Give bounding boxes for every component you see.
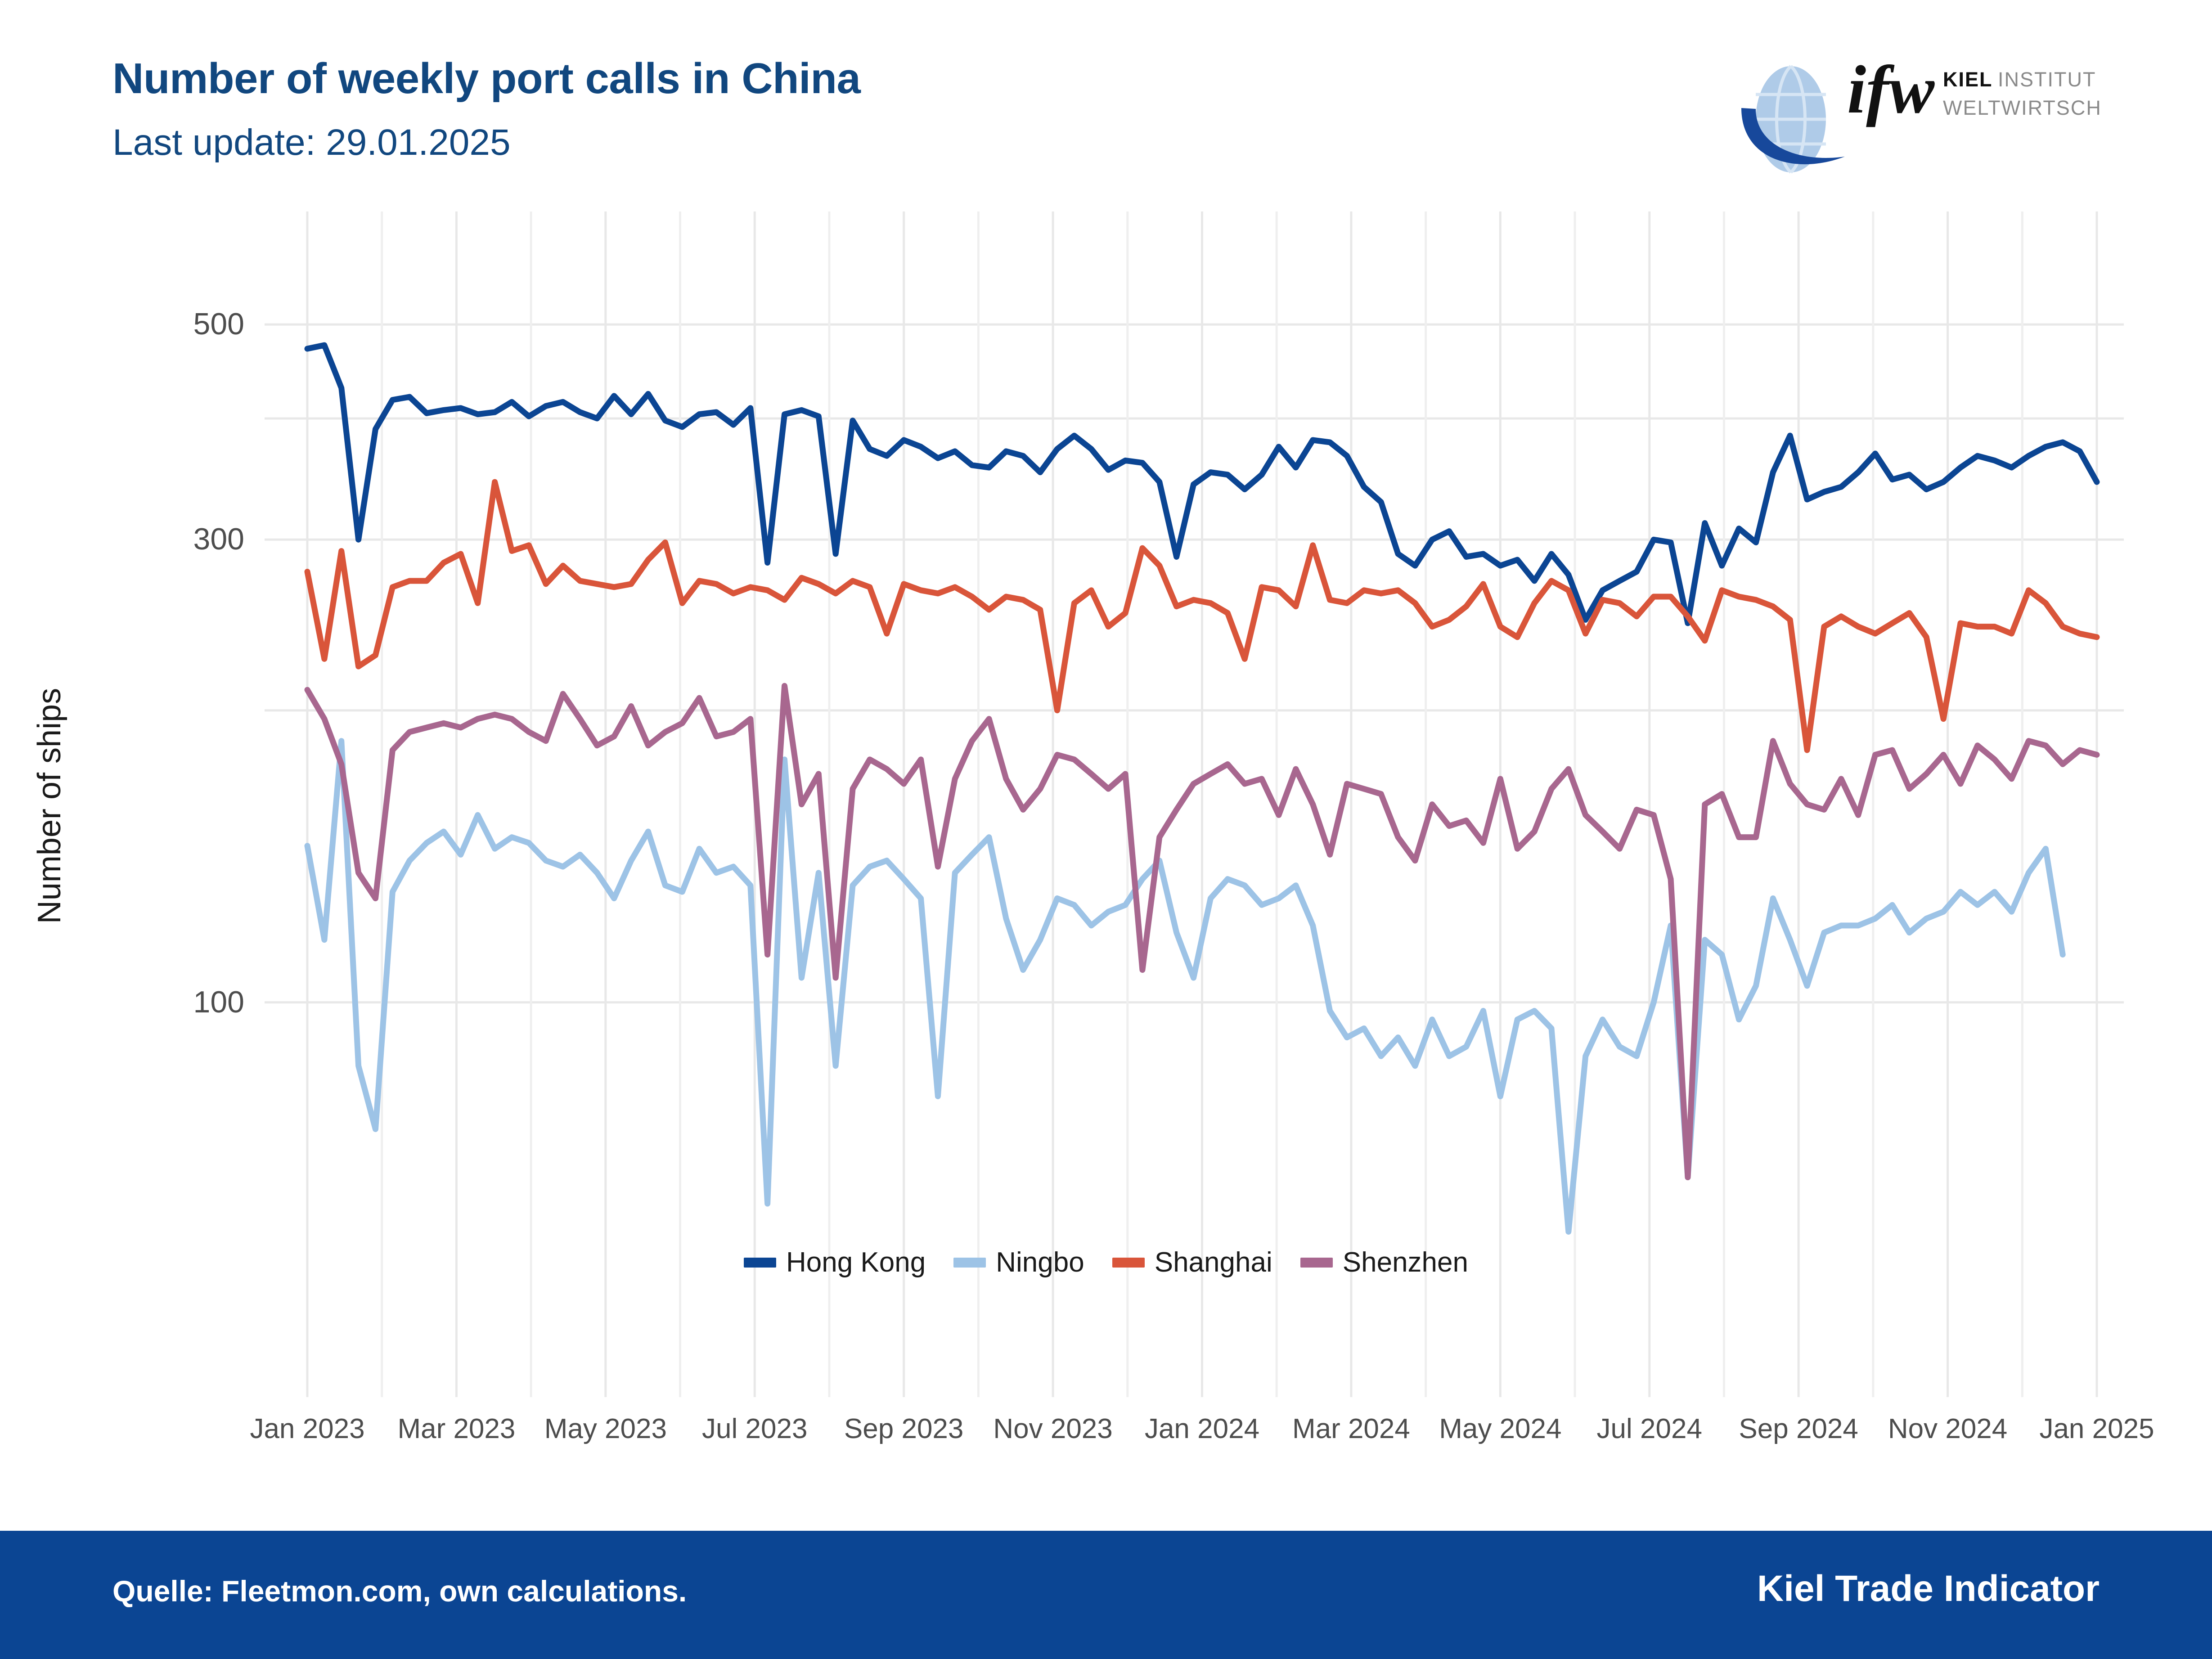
legend-label: Shenzhen bbox=[1342, 1247, 1468, 1278]
x-tick-label: Jul 2024 bbox=[1596, 1413, 1702, 1444]
legend-item-shenzhen[interactable]: Shenzhen bbox=[1300, 1246, 1468, 1278]
globe-icon bbox=[1741, 65, 1845, 174]
legend-swatch-icon bbox=[953, 1257, 986, 1268]
svg-text:WELTWIRTSCHAFT: WELTWIRTSCHAFT bbox=[1943, 96, 2101, 119]
legend-swatch-icon bbox=[743, 1257, 776, 1268]
x-tick-label: Jan 2024 bbox=[1144, 1413, 1260, 1444]
svg-text:KIEL: KIEL bbox=[1943, 68, 1993, 91]
x-tick-label: May 2024 bbox=[1439, 1413, 1562, 1444]
legend-item-shanghai[interactable]: Shanghai bbox=[1112, 1246, 1272, 1278]
legend-swatch-icon bbox=[1112, 1257, 1145, 1268]
x-tick-label: Mar 2023 bbox=[397, 1413, 516, 1444]
legend-label: Shanghai bbox=[1154, 1247, 1272, 1278]
x-tick-label: Nov 2024 bbox=[1888, 1413, 2008, 1444]
legend-swatch-icon bbox=[1300, 1257, 1333, 1268]
x-tick-label: Sep 2023 bbox=[844, 1413, 964, 1444]
x-tick-label: Nov 2023 bbox=[993, 1413, 1113, 1444]
legend-item-hong-kong[interactable]: Hong Kong bbox=[743, 1246, 926, 1278]
legend-label: Ningbo bbox=[996, 1247, 1084, 1278]
last-update-label: Last update: 29.01.2025 bbox=[112, 122, 511, 163]
legend-item-ningbo[interactable]: Ningbo bbox=[953, 1246, 1084, 1278]
chart-container: Number of ships 100 300 500 Jan 2023 Mar 202… bbox=[0, 211, 2212, 1530]
y-tick-label: 500 bbox=[193, 307, 244, 342]
series-line-hong-kong bbox=[304, 342, 2100, 626]
y-tick-label: 100 bbox=[193, 985, 244, 1019]
ifw-wordmark: ifw bbox=[1847, 52, 1935, 127]
brand-label: Kiel Trade Indicator bbox=[1757, 1568, 2100, 1609]
chart-footer: Quelle: Fleetmon.com, own calculations. … bbox=[0, 1531, 2212, 1659]
legend-label: Hong Kong bbox=[786, 1247, 926, 1278]
x-tick-label: Mar 2024 bbox=[1292, 1413, 1410, 1444]
page-title: Number of weekly port calls in China bbox=[112, 54, 861, 103]
chart-header: Number of weekly port calls in China Las… bbox=[0, 0, 2212, 211]
line-chart-plot bbox=[265, 211, 2124, 1397]
x-tick-label: Jan 2025 bbox=[2039, 1413, 2154, 1444]
x-tick-label: Jan 2023 bbox=[250, 1413, 365, 1444]
y-tick-label: 300 bbox=[193, 522, 244, 557]
chart-legend: Hong Kong Ningbo Shanghai Shenzhen bbox=[0, 1246, 2212, 1278]
x-tick-label: Jul 2023 bbox=[702, 1413, 808, 1444]
x-tick-label: May 2023 bbox=[544, 1413, 667, 1444]
source-note: Quelle: Fleetmon.com, own calculations. bbox=[112, 1574, 687, 1608]
x-tick-label: Sep 2024 bbox=[1739, 1413, 1858, 1444]
svg-text:INSTITUT FÜR: INSTITUT FÜR bbox=[1998, 68, 2101, 91]
ifw-kiel-logo: ifw KIEL INSTITUT FÜR WELTWIRTSCHAFT bbox=[1732, 40, 2101, 180]
series-line-shenzhen bbox=[304, 683, 2100, 1181]
series-line-ningbo bbox=[304, 738, 2066, 1235]
series-line-shanghai bbox=[304, 479, 2100, 753]
